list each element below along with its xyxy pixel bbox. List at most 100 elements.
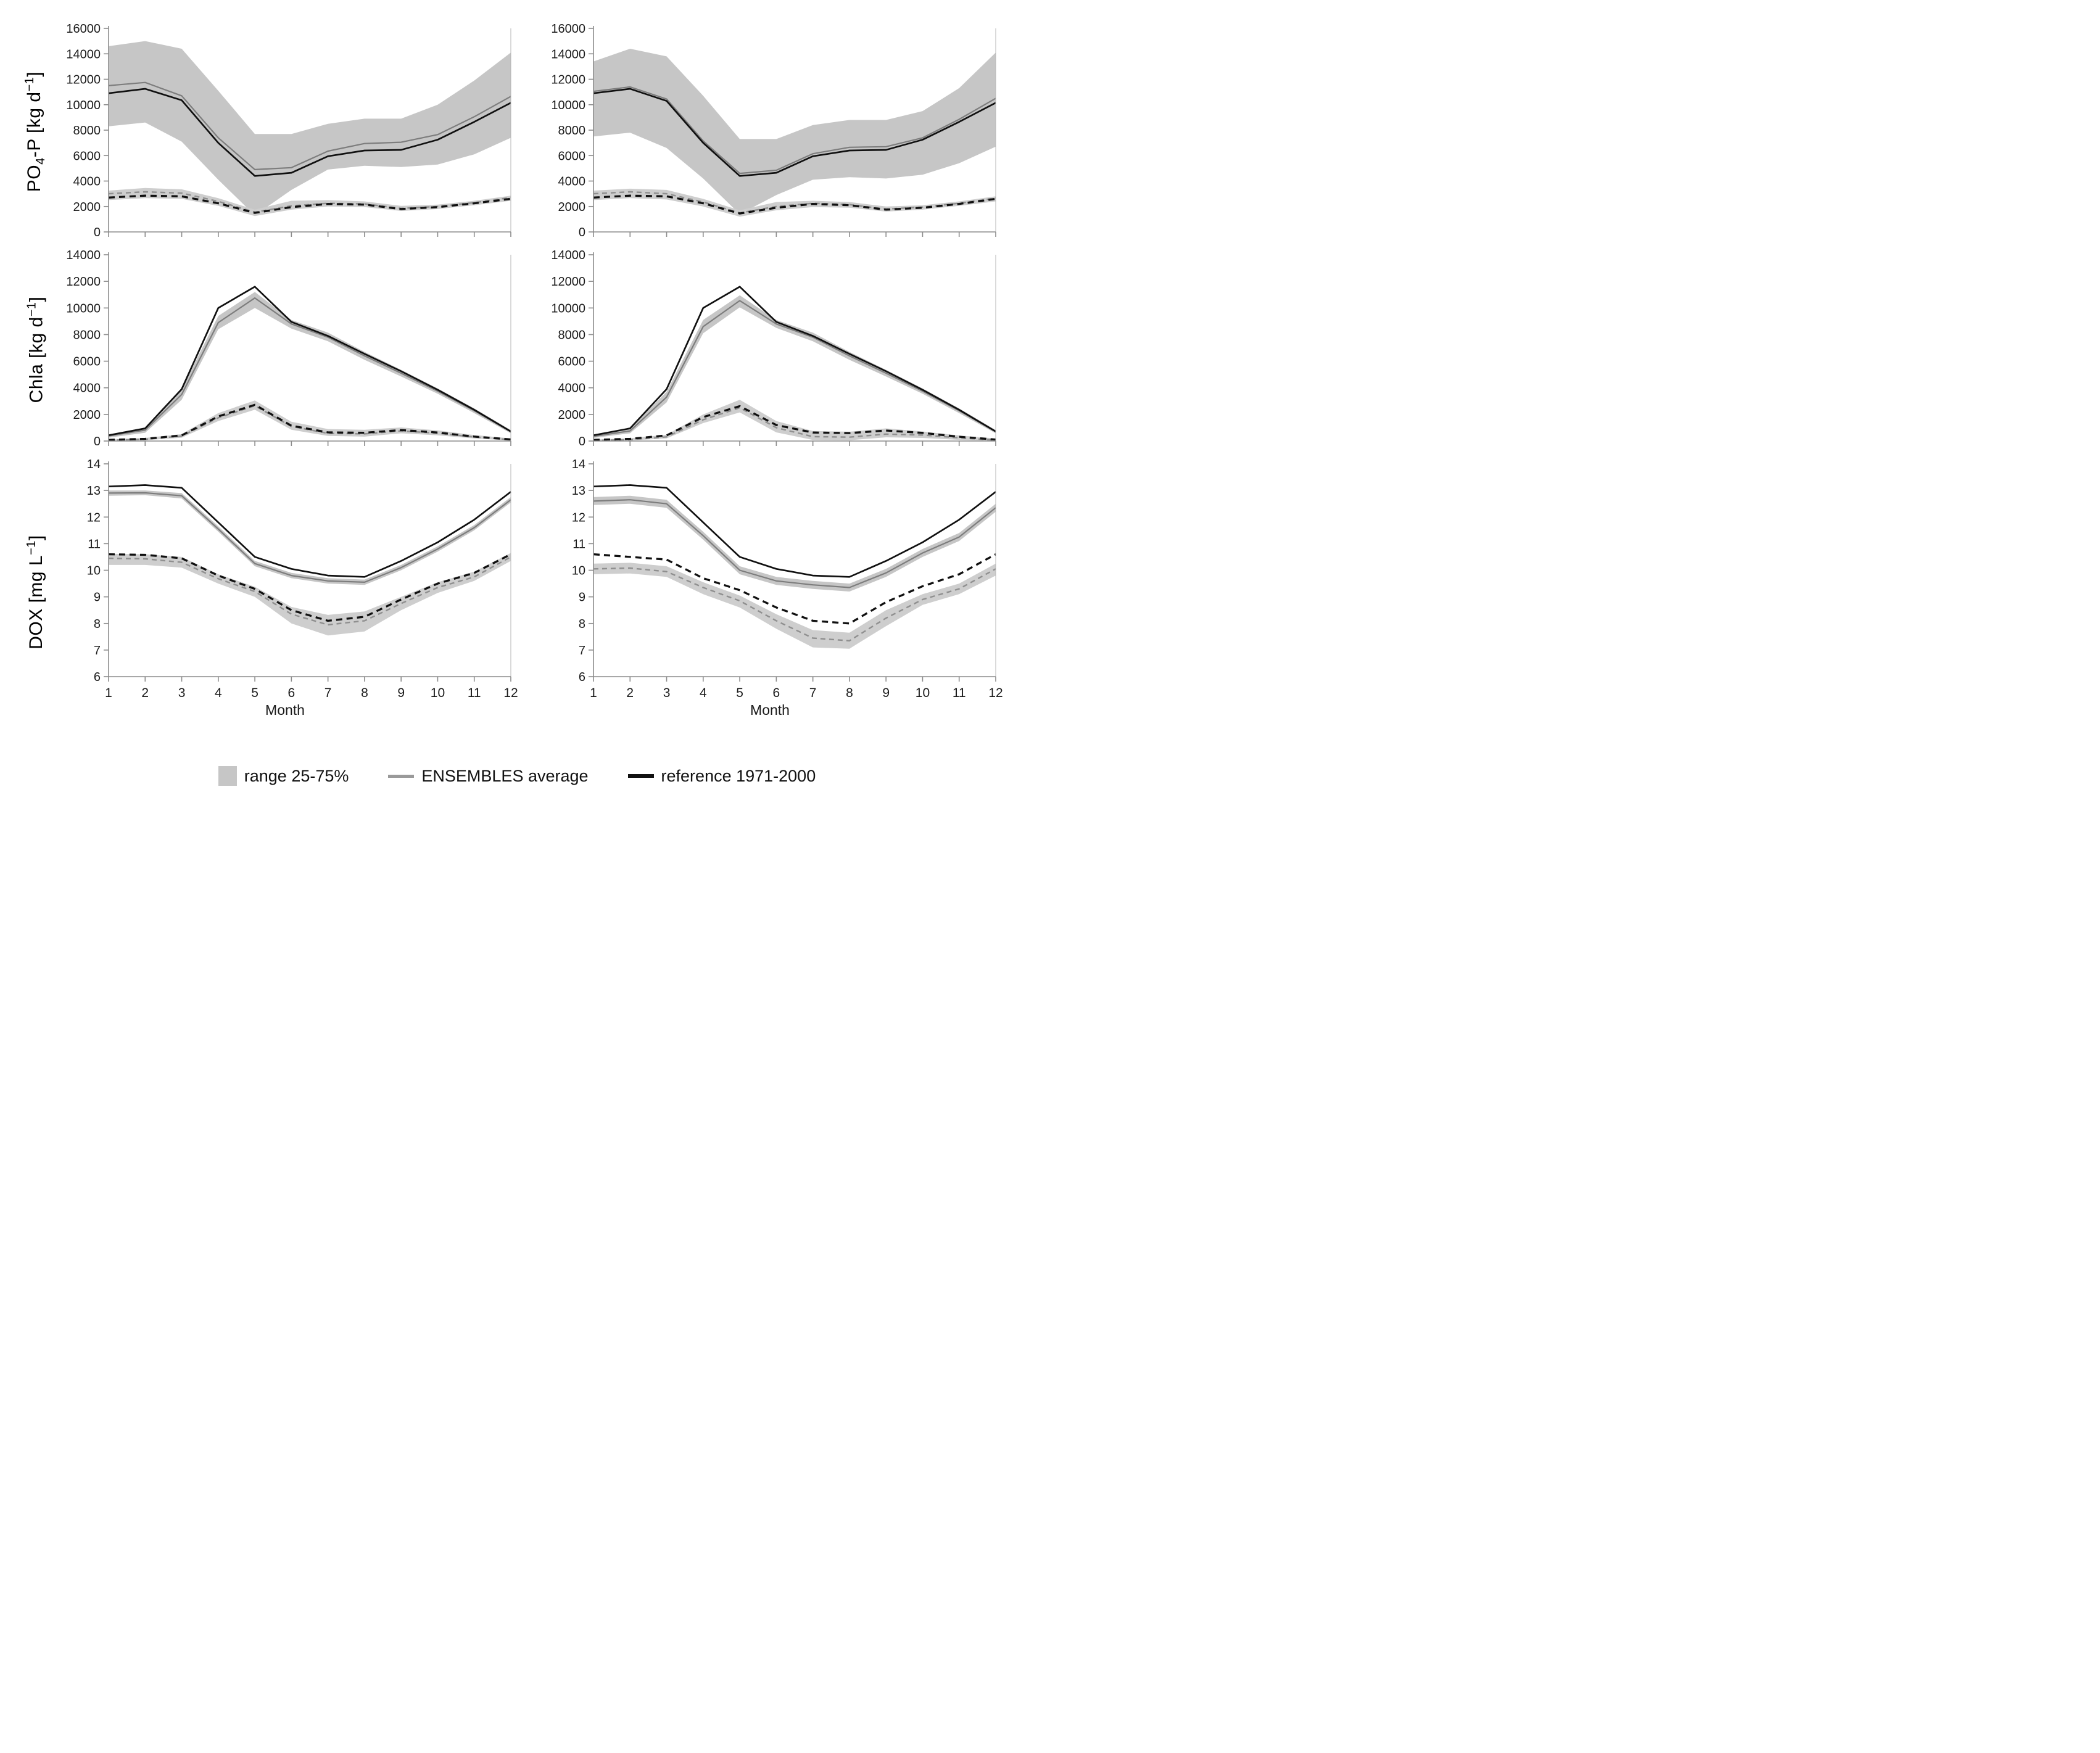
ensembles-average-line (108, 81, 511, 170)
range-band (593, 295, 996, 438)
y-tick-label: 6000 (73, 355, 101, 369)
x-tick-label: 6 (773, 686, 780, 700)
x-axis-title: Month (265, 702, 305, 718)
reference-line-icon (627, 774, 654, 778)
reference-line (108, 286, 511, 437)
y-tick-label: 8000 (558, 328, 586, 342)
plot-chla-right: 0 2000 4000 6000 8000 10000 12000 14000 (551, 249, 996, 448)
y-tick-label: 8 (579, 617, 585, 631)
row-chla: Chla [kg d−1] 0 2000 4000 6000 8000 10000 1200… (15, 245, 1044, 454)
ensembles-average-dashed-line (593, 406, 996, 442)
y-tick-label: 11 (88, 537, 101, 551)
y-tick-label: 12 (87, 511, 101, 524)
plot-chla-left: 0 2000 4000 6000 8000 10000 12000 14000 (66, 249, 511, 448)
reference-dashed-line (593, 405, 996, 441)
y-tick-label: 12000 (66, 275, 101, 289)
axes: 0 2000 4000 6000 8000 10000 12000 14000 (66, 249, 511, 448)
reference-dashed-line (108, 403, 511, 441)
axes: 0 2000 4000 6000 8000 10000 12000 14000 16000 (551, 22, 996, 239)
plot-po4-left: 0 2000 4000 6000 8000 10000 12000 14000 16000 (66, 22, 511, 239)
x-tick-label: 8 (361, 686, 368, 700)
x-tick-label: 10 (916, 686, 930, 700)
x-tick-label: 12 (988, 686, 1002, 700)
reference-line (108, 88, 511, 177)
y-tick-label: 2000 (73, 408, 101, 422)
y-tick-label: 16000 (66, 22, 101, 36)
x-tick-label: 12 (503, 686, 518, 700)
x-tick-label: 11 (468, 686, 481, 700)
chart-chla-right: 0 2000 4000 6000 8000 10000 12000 14000 (542, 245, 1006, 454)
y-axis-title-po4: PO4-P [kg d−1] (15, 19, 57, 245)
y-tick-label: 9 (579, 591, 585, 604)
ensembles-average-line (108, 297, 511, 437)
x-tick-label: 1 (590, 686, 597, 700)
reference-line (593, 286, 996, 437)
y-tick-label: 10000 (551, 302, 585, 315)
y-tick-label: 6000 (73, 149, 101, 163)
x-tick-label: 4 (700, 686, 707, 700)
range-band-dashed-scenario (593, 188, 996, 217)
range-swatch-icon (218, 766, 237, 786)
y-tick-label: 16000 (551, 22, 585, 36)
x-tick-label: 8 (846, 686, 853, 700)
y-tick-label: 0 (579, 226, 585, 239)
chart-dox-left: 6 7 8 9 10 11 12 13 14 1 2 3 4 5 6 7 8 9 10 11 12 Month (57, 454, 521, 730)
y-tick-label: 10000 (551, 99, 585, 112)
row-dox: DOX [mg L−1] 6 7 8 9 10 11 12 13 14 1 2 3 4 5 6 7 8 9 10 11… (15, 454, 1044, 730)
reference-line (593, 484, 996, 578)
figure-monthly-loads: PO4-P [kg d−1] 0 2000 4000 6000 8000 10000 120… (0, 0, 1050, 792)
y-tick-label: 6000 (558, 355, 586, 369)
x-tick-label: 6 (288, 686, 296, 700)
range-band (109, 490, 511, 585)
y-tick-label: 9 (94, 591, 101, 604)
reference-dashed-line (593, 553, 996, 625)
x-tick-label: 3 (178, 686, 186, 700)
y-tick-label: 6 (579, 670, 585, 684)
range-band (593, 495, 996, 592)
y-axis-title-dox: DOX [mg L−1] (15, 454, 57, 730)
range-band (109, 292, 511, 438)
y-tick-label: 7 (579, 644, 585, 658)
y-tick-label: 0 (94, 226, 101, 239)
y-tick-label: 2000 (558, 408, 586, 422)
range-band-dashed-scenario (109, 400, 511, 441)
range-band (593, 49, 996, 215)
range-band-dashed-scenario (593, 563, 996, 649)
y-tick-label: 14000 (66, 47, 101, 61)
y-tick-label: 14000 (66, 249, 101, 262)
y-tick-label: 8000 (73, 124, 101, 138)
reference-line (593, 88, 996, 177)
chart-chla-left: 0 2000 4000 6000 8000 10000 12000 14000 (57, 245, 521, 454)
x-tick-label: 2 (626, 686, 634, 700)
y-axis-title-dox-text: DOX [mg L−1] (25, 535, 46, 650)
y-tick-label: 0 (94, 435, 101, 448)
y-tick-label: 10000 (66, 99, 101, 112)
range-band (109, 41, 511, 216)
y-tick-label: 12000 (551, 275, 585, 289)
range-band-dashed-scenario (593, 400, 996, 441)
x-axis-title: Month (750, 702, 790, 718)
y-tick-label: 14 (572, 458, 585, 471)
x-tick-label: 5 (736, 686, 743, 700)
chart-po4-left: 0 2000 4000 6000 8000 10000 12000 14000 16000 (57, 19, 521, 245)
range-band-dashed-scenario (109, 553, 511, 636)
y-tick-label: 14000 (551, 47, 585, 61)
ensembles-average-line (593, 499, 996, 588)
ensembles-line-icon (388, 774, 415, 778)
y-tick-label: 7 (94, 644, 101, 658)
ensembles-average-dashed-line (108, 556, 511, 626)
y-tick-label: 12000 (66, 73, 101, 87)
y-tick-label: 11 (573, 537, 585, 551)
y-tick-label: 8000 (73, 328, 101, 342)
x-tick-label: 3 (663, 686, 671, 700)
x-tick-label: 11 (953, 686, 966, 700)
chart-po4-right: 0 2000 4000 6000 8000 10000 12000 14000 16000 (542, 19, 1006, 245)
x-tick-label: 2 (141, 686, 149, 700)
y-axis-title-chla: Chla [kg d−1] (15, 245, 57, 454)
legend-item-reference: reference 1971-2000 (627, 767, 816, 786)
y-tick-label: 8 (94, 617, 101, 631)
plot-po4-right: 0 2000 4000 6000 8000 10000 12000 14000 16000 (551, 22, 996, 239)
legend-range-label: range 25-75% (244, 766, 349, 785)
